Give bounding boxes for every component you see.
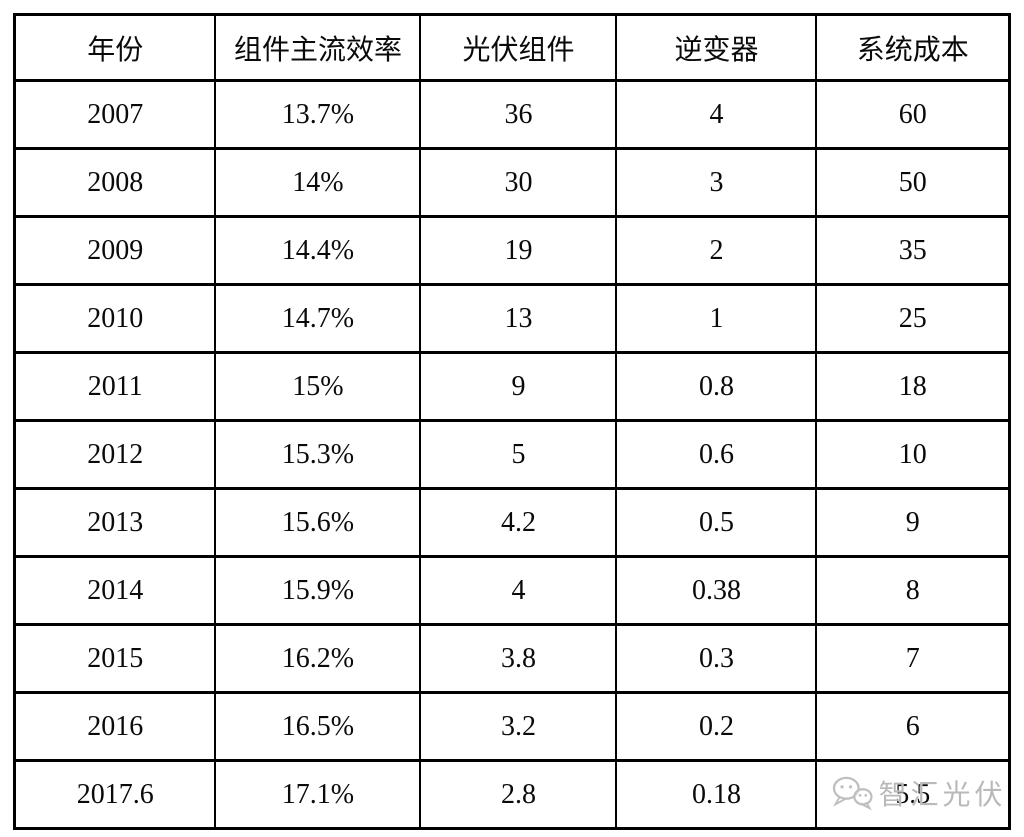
table-cell: 0.18 — [615, 759, 818, 830]
table-cell: 4 — [615, 79, 818, 150]
table-cell: 13 — [419, 283, 618, 354]
table-cell: 19 — [419, 215, 618, 286]
table-row: 2012 15.3% 5 0.6 10 — [13, 419, 1011, 490]
table-cell: 2009 — [13, 215, 217, 286]
table-row: 2014 15.9% 4 0.38 8 — [13, 555, 1011, 626]
table-cell: 50 — [815, 147, 1011, 218]
table-cell: 8 — [815, 555, 1011, 626]
table-cell: 2 — [615, 215, 818, 286]
table-cell: 60 — [815, 79, 1011, 150]
table-cell: 14.7% — [214, 283, 422, 354]
column-header-inverter: 逆变器 — [615, 13, 818, 82]
table-cell: 15.9% — [214, 555, 422, 626]
table-row: 2010 14.7% 13 1 25 — [13, 283, 1011, 354]
table-cell: 3.2 — [419, 691, 618, 762]
table-cell: 36 — [419, 79, 618, 150]
table-cell: 0.8 — [615, 351, 818, 422]
table-row: 2015 16.2% 3.8 0.3 7 — [13, 623, 1011, 694]
table-cell: 3 — [615, 147, 818, 218]
table-cell: 9 — [815, 487, 1011, 558]
table-header-row: 年份 组件主流效率 光伏组件 逆变器 系统成本 — [13, 13, 1011, 82]
table-row: 2009 14.4% 19 2 35 — [13, 215, 1011, 286]
table-cell: 0.38 — [615, 555, 818, 626]
table-cell: 25 — [815, 283, 1011, 354]
table-cell: 13.7% — [214, 79, 422, 150]
table-cell: 10 — [815, 419, 1011, 490]
table-cell: 35 — [815, 215, 1011, 286]
table-row: 2011 15% 9 0.8 18 — [13, 351, 1011, 422]
table-cell: 16.5% — [214, 691, 422, 762]
table-row: 2013 15.6% 4.2 0.5 9 — [13, 487, 1011, 558]
table-cell: 0.3 — [615, 623, 818, 694]
table-cell: 18 — [815, 351, 1011, 422]
table-cell: 2010 — [13, 283, 217, 354]
table-cell: 1 — [615, 283, 818, 354]
table-cell: 15.6% — [214, 487, 422, 558]
data-table: 年份 组件主流效率 光伏组件 逆变器 系统成本 2007 13.7% 36 4 … — [13, 13, 1011, 830]
table-cell: 2016 — [13, 691, 217, 762]
table-row: 2007 13.7% 36 4 60 — [13, 79, 1011, 150]
table-cell: 9 — [419, 351, 618, 422]
table-cell: 2014 — [13, 555, 217, 626]
column-header-module-efficiency: 组件主流效率 — [214, 13, 422, 82]
table-cell: 2015 — [13, 623, 217, 694]
table-cell: 2013 — [13, 487, 217, 558]
table-cell: 30 — [419, 147, 618, 218]
table-cell: 2.8 — [419, 759, 618, 830]
table-row: 2017.6 17.1% 2.8 0.18 5.5 — [13, 759, 1011, 830]
wechat-chat-bubbles-icon — [831, 775, 873, 811]
table-cell: 15.3% — [214, 419, 422, 490]
table-cell: 4 — [419, 555, 618, 626]
cell-value: 5.5 — [895, 778, 931, 810]
column-header-system-cost: 系统成本 — [815, 13, 1011, 82]
table-cell: 6 — [815, 691, 1011, 762]
table-cell: 16.2% — [214, 623, 422, 694]
table-cell: 4.2 — [419, 487, 618, 558]
column-header-pv-module: 光伏组件 — [419, 13, 618, 82]
table-cell: 15% — [214, 351, 422, 422]
table-cell: 14% — [214, 147, 422, 218]
table-cell: 2011 — [13, 351, 217, 422]
table-cell: 0.2 — [615, 691, 818, 762]
table-cell: 2007 — [13, 79, 217, 150]
table-cell: 14.4% — [214, 215, 422, 286]
table-cell: 7 — [815, 623, 1011, 694]
table-cell: 17.1% — [214, 759, 422, 830]
table-cell: 0.6 — [615, 419, 818, 490]
table-row: 2008 14% 30 3 50 — [13, 147, 1011, 218]
table-cell: 5.5 — [815, 759, 1011, 830]
table-cell: 0.5 — [615, 487, 818, 558]
table-cell: 2008 — [13, 147, 217, 218]
column-header-year: 年份 — [13, 13, 217, 82]
table-cell: 2017.6 — [13, 759, 217, 830]
table-cell: 5 — [419, 419, 618, 490]
table-cell: 2012 — [13, 419, 217, 490]
table-cell: 3.8 — [419, 623, 618, 694]
table-row: 2016 16.5% 3.2 0.2 6 — [13, 691, 1011, 762]
